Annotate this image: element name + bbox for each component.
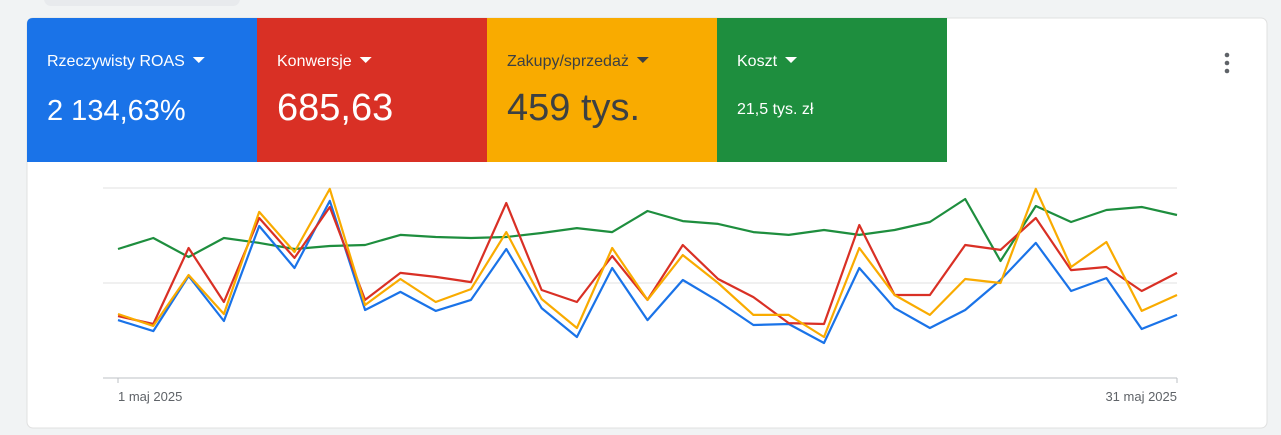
tile-bg — [257, 18, 487, 162]
metric-tile[interactable]: Konwersje 685,63 — [257, 18, 487, 162]
tile-bg — [27, 18, 257, 162]
metric-value: 21,5 tys. zł — [737, 101, 814, 118]
metric-tile[interactable]: Zakupy/sprzedaż 459 tys. — [487, 18, 717, 162]
metric-value: 685,63 — [277, 87, 393, 129]
x-tick-label: 1 maj 2025 — [118, 389, 182, 404]
tile-bg — [717, 18, 947, 162]
metric-label: Rzeczywisty ROAS — [47, 53, 185, 70]
metric-value: 459 tys. — [507, 87, 640, 129]
dropdown-arrow — [192, 57, 205, 63]
series-line — [117, 187, 1178, 339]
dropdown-arrow — [359, 57, 372, 63]
metric-label: Zakupy/sprzedaż — [507, 53, 629, 70]
menu-dot — [1224, 60, 1230, 66]
more-menu[interactable] — [1224, 52, 1230, 74]
metric-tile[interactable]: Koszt 21,5 tys. zł — [717, 18, 947, 162]
dropdown-arrow — [636, 57, 649, 63]
x-tick-label: 31 maj 2025 — [1105, 389, 1177, 404]
menu-dot — [1224, 68, 1230, 74]
dropdown-arrow — [785, 57, 798, 63]
menu-dot — [1224, 52, 1230, 58]
series-line — [117, 197, 1178, 263]
metric-label: Konwersje — [277, 53, 352, 70]
metric-value: 2 134,63% — [47, 95, 186, 127]
metric-tile[interactable]: Rzeczywisty ROAS 2 134,63% — [27, 18, 257, 162]
tile-bg — [487, 18, 717, 162]
metric-label: Koszt — [737, 53, 778, 70]
tab-shadow — [44, 0, 240, 6]
